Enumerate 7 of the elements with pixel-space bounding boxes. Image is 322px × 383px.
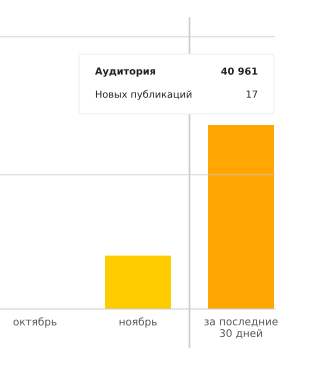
x-tick-label: за последние 30 дней: [204, 319, 278, 338]
x-tick-label: ноябрь: [120, 317, 157, 328]
text: 40 961: [221, 67, 258, 75]
text: Новых публикаций: [96, 90, 192, 100]
text: Аудитория: [95, 68, 156, 77]
x-tick-label: октябрь: [13, 317, 56, 328]
text: 17: [246, 90, 258, 98]
